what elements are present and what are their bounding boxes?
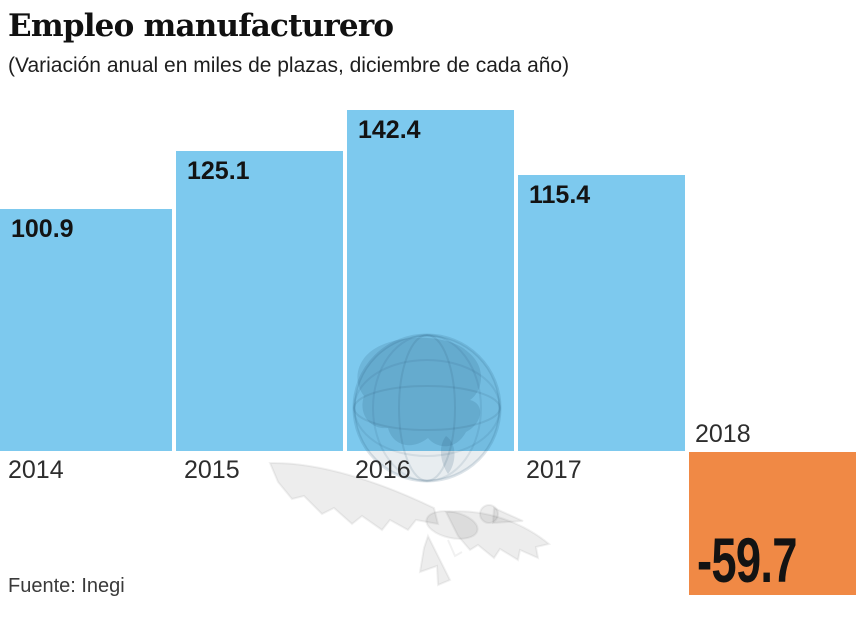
source-note: Fuente: Inegi (8, 575, 125, 597)
bar-2016 (347, 110, 514, 451)
chart-title: Empleo manufacturero (8, 8, 394, 44)
bar-2017 (518, 175, 685, 451)
chart-subtitle: (Variación anual en miles de plazas, dic… (8, 54, 570, 77)
bar-value-label-2018: -59.7 (697, 525, 798, 596)
x-axis-label-2015: 2015 (184, 456, 240, 484)
x-axis-label-2018: 2018 (695, 420, 751, 448)
bar-2018 (689, 452, 856, 595)
bar-value-label-2015: 125.1 (187, 157, 250, 185)
bar-2015 (176, 151, 343, 451)
x-axis-label-2016: 2016 (355, 456, 411, 484)
bar-value-label-2014: 100.9 (11, 215, 74, 243)
x-axis-label-2017: 2017 (526, 456, 582, 484)
x-axis-label-2014: 2014 (8, 456, 64, 484)
bar-2014 (0, 209, 172, 451)
bar-value-label-2016: 142.4 (358, 116, 421, 144)
bar-value-label-2017: 115.4 (529, 181, 591, 209)
